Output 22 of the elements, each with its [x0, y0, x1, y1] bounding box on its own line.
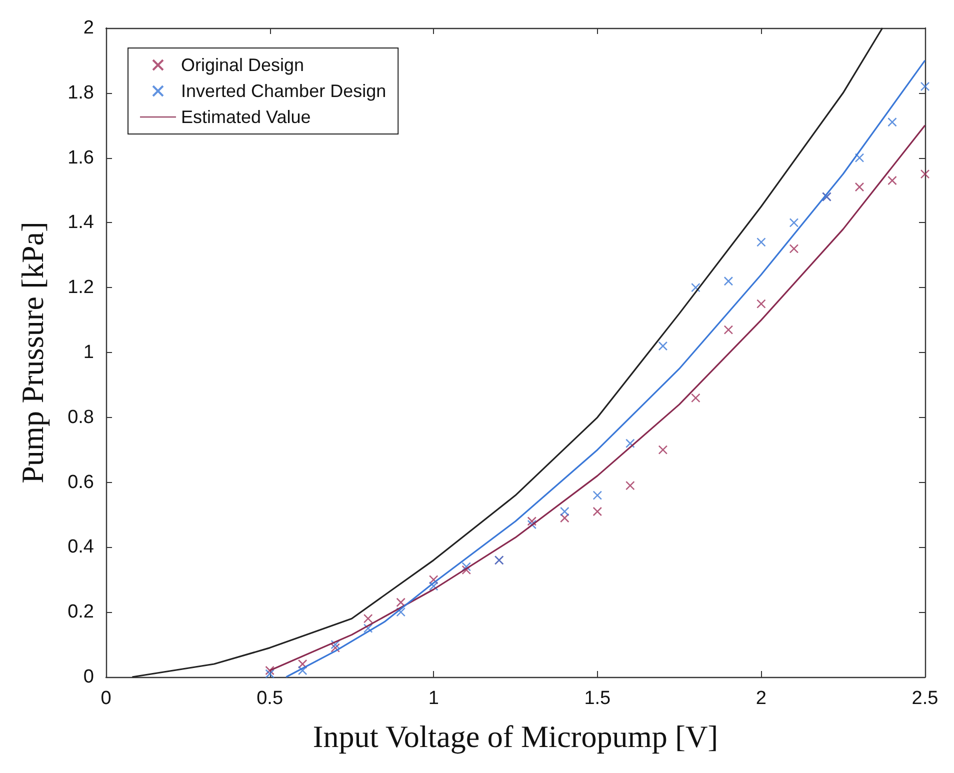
y-tick-label: 1 [83, 342, 94, 363]
y-tick-label: 1.6 [68, 147, 94, 168]
y-tick-label: 0.6 [68, 472, 94, 493]
x-tick-label: 0.5 [256, 688, 284, 709]
x-tick-label: 0 [100, 688, 112, 709]
legend-label: Inverted Chamber Design [181, 81, 386, 101]
y-tick-label: 1.4 [68, 212, 94, 234]
y-tick-label: 0.2 [68, 602, 94, 623]
legend-label: Estimated Value [181, 107, 311, 127]
y-tick-label: 0.4 [68, 536, 94, 558]
y-tick-label: 1.2 [68, 277, 94, 298]
legend-label: Original Design [181, 55, 304, 75]
y-tick-label: 0 [83, 666, 94, 688]
y-axis-title: Pump Prussure [kPa] [15, 222, 50, 484]
x-axis-title: Input Voltage of Micropump [V] [312, 719, 718, 754]
y-tick-label: 2 [83, 18, 94, 38]
y-tick-label: 0.8 [68, 406, 94, 428]
y-tick-label: 1.8 [68, 82, 94, 104]
x-tick-label: 1.5 [584, 688, 611, 709]
x-tick-label: 1 [428, 688, 439, 709]
x-tick-label: 2.5 [912, 688, 938, 709]
x-tick-label: 2 [756, 688, 766, 709]
